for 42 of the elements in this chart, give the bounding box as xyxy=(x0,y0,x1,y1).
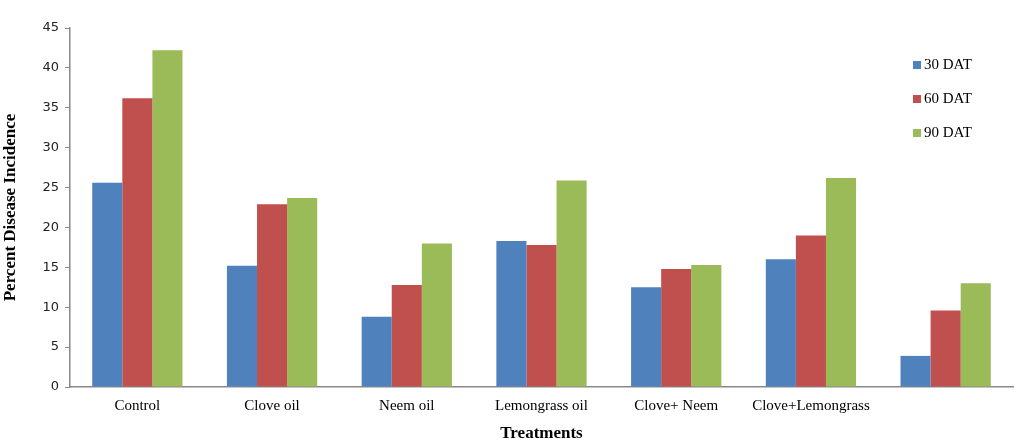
bar xyxy=(496,241,527,387)
bar xyxy=(795,235,826,387)
bar xyxy=(900,355,931,387)
x-axis-title: Treatments xyxy=(500,423,584,443)
y-tick-label: 25 xyxy=(42,178,59,194)
bar xyxy=(825,177,857,387)
bar xyxy=(421,243,452,387)
bar xyxy=(361,316,392,387)
legend-label: 30 DAT xyxy=(924,55,972,72)
bar xyxy=(526,245,557,387)
legend-label: 60 DAT xyxy=(924,89,972,106)
y-tick-label: 35 xyxy=(42,99,59,115)
bar xyxy=(152,50,183,387)
y-tick-label: 40 xyxy=(42,59,59,75)
y-tick-label: 30 xyxy=(42,139,59,155)
x-tick-label: Clove oil xyxy=(244,396,300,413)
x-tick-label: Clove+Lemongrass xyxy=(752,396,870,413)
y-tick-label: 5 xyxy=(50,338,59,354)
bar xyxy=(92,182,123,387)
legend-label: 90 DAT xyxy=(924,123,972,140)
bar xyxy=(661,268,692,387)
y-tick-label: 0 xyxy=(50,378,59,394)
x-tick-label: Lemongrass oil xyxy=(495,396,588,413)
bar xyxy=(631,287,662,387)
bar xyxy=(930,310,961,387)
bar xyxy=(287,197,318,387)
bar xyxy=(765,259,796,387)
bar xyxy=(691,264,722,387)
y-tick-label: 15 xyxy=(42,258,59,274)
bar xyxy=(556,180,587,387)
bar xyxy=(257,204,288,387)
bar xyxy=(391,284,422,387)
bar xyxy=(960,283,991,387)
y-tick-label: 10 xyxy=(42,298,59,314)
y-axis-title: Percent Disease Incidence xyxy=(0,113,19,302)
x-tick-label: Control xyxy=(114,396,161,413)
y-tick-label: 45 xyxy=(42,19,59,35)
x-tick-label: Clove+ Neem xyxy=(634,396,719,413)
bar xyxy=(122,98,153,387)
x-tick-label: Neem oil xyxy=(379,396,435,413)
bar xyxy=(226,265,258,387)
y-tick-label: 20 xyxy=(42,218,59,234)
